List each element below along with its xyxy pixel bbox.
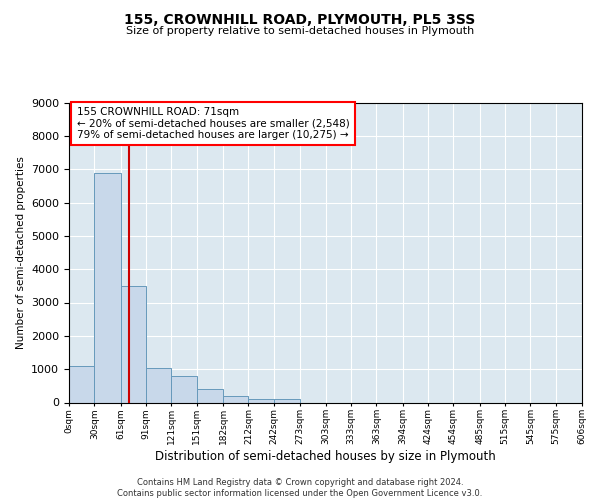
Bar <box>274 399 300 402</box>
Bar <box>121 286 146 403</box>
Bar <box>94 172 121 402</box>
Text: 155 CROWNHILL ROAD: 71sqm
← 20% of semi-detached houses are smaller (2,548)
79% : 155 CROWNHILL ROAD: 71sqm ← 20% of semi-… <box>77 107 349 140</box>
Bar <box>223 396 248 402</box>
Bar <box>197 389 223 402</box>
Text: Contains HM Land Registry data © Crown copyright and database right 2024.
Contai: Contains HM Land Registry data © Crown c… <box>118 478 482 498</box>
X-axis label: Distribution of semi-detached houses by size in Plymouth: Distribution of semi-detached houses by … <box>155 450 496 463</box>
Bar <box>146 368 172 402</box>
Y-axis label: Number of semi-detached properties: Number of semi-detached properties <box>16 156 26 349</box>
Bar <box>69 366 94 403</box>
Bar <box>172 376 197 402</box>
Bar <box>248 399 274 402</box>
Text: Size of property relative to semi-detached houses in Plymouth: Size of property relative to semi-detach… <box>126 26 474 36</box>
Text: 155, CROWNHILL ROAD, PLYMOUTH, PL5 3SS: 155, CROWNHILL ROAD, PLYMOUTH, PL5 3SS <box>124 12 476 26</box>
